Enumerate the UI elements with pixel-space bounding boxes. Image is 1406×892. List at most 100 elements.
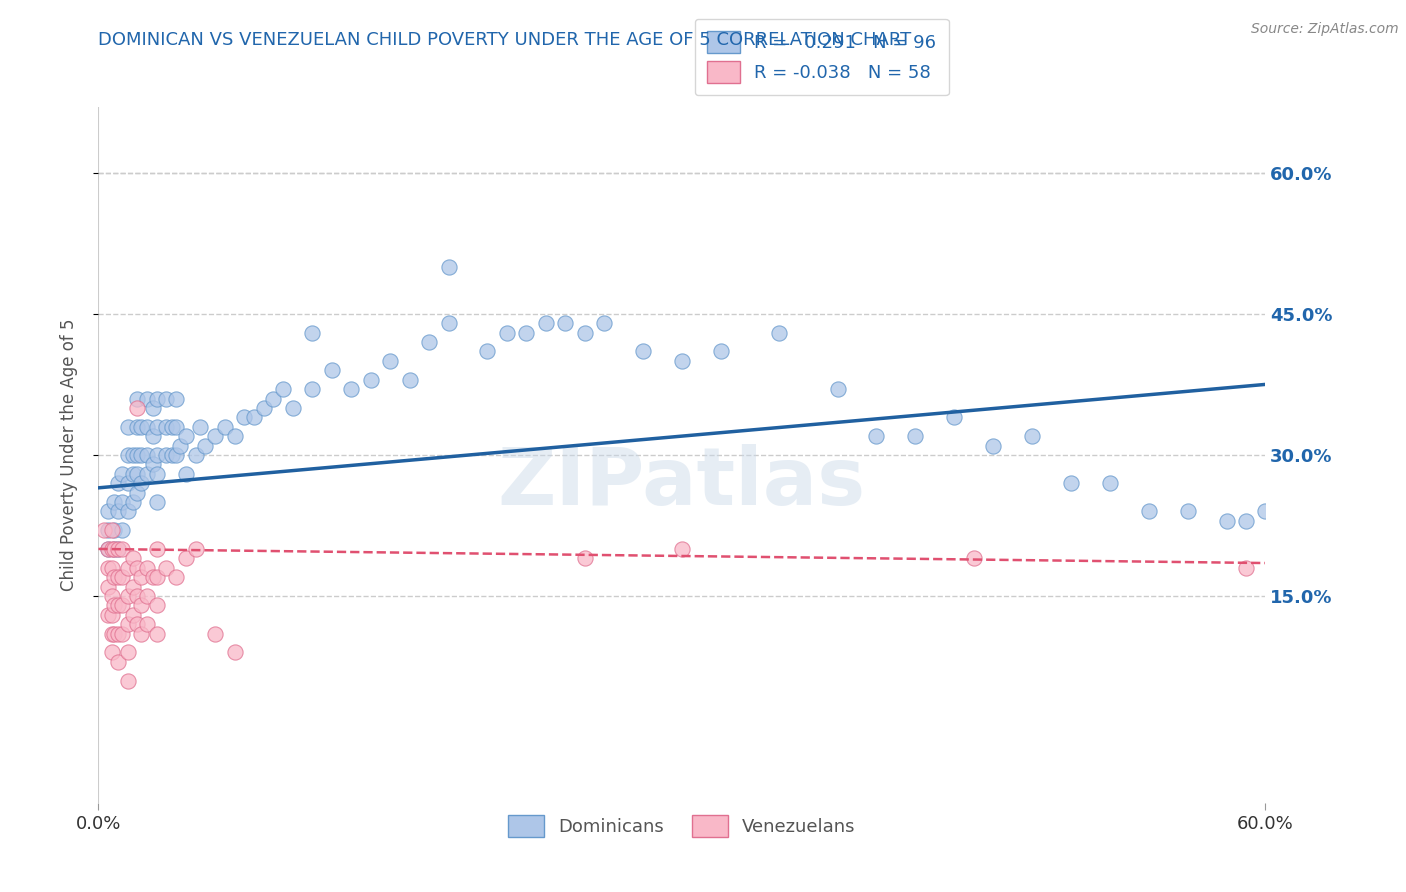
Point — [1234, 514, 1257, 528]
Point — [631, 344, 654, 359]
Legend: Dominicans, Venezuelans: Dominicans, Venezuelans — [499, 805, 865, 846]
Point — [111, 495, 134, 509]
Point — [103, 495, 125, 509]
Point — [97, 523, 120, 537]
Point — [574, 551, 596, 566]
Text: Source: ZipAtlas.com: Source: ZipAtlas.com — [1251, 22, 1399, 37]
Point — [122, 467, 145, 481]
Point — [136, 560, 159, 574]
Point — [101, 560, 124, 574]
Point — [146, 599, 169, 613]
Point — [184, 541, 207, 556]
Point — [155, 560, 177, 574]
Point — [155, 419, 177, 434]
Point — [515, 326, 537, 340]
Point — [155, 448, 177, 462]
Point — [107, 541, 129, 556]
Point — [165, 419, 187, 434]
Point — [127, 392, 149, 406]
Point — [129, 476, 152, 491]
Point — [117, 419, 139, 434]
Point — [129, 570, 152, 584]
Text: ZIPatlas: ZIPatlas — [498, 443, 866, 522]
Point — [142, 429, 165, 443]
Point — [107, 541, 129, 556]
Point — [136, 467, 159, 481]
Point — [122, 448, 145, 462]
Point — [174, 429, 197, 443]
Point — [103, 599, 125, 613]
Point — [103, 570, 125, 584]
Point — [437, 260, 460, 274]
Point — [142, 401, 165, 415]
Point — [146, 419, 169, 434]
Point — [93, 523, 115, 537]
Point — [122, 607, 145, 622]
Point — [127, 589, 149, 603]
Point — [174, 551, 197, 566]
Point — [107, 570, 129, 584]
Point — [97, 541, 120, 556]
Point — [710, 344, 733, 359]
Point — [1215, 514, 1237, 528]
Point — [174, 467, 197, 481]
Point — [127, 401, 149, 415]
Point — [962, 551, 984, 566]
Text: DOMINICAN VS VENEZUELAN CHILD POVERTY UNDER THE AGE OF 5 CORRELATION CHART: DOMINICAN VS VENEZUELAN CHILD POVERTY UN… — [98, 31, 911, 49]
Point — [117, 673, 139, 688]
Point — [169, 438, 191, 452]
Point — [101, 607, 124, 622]
Point — [97, 541, 120, 556]
Point — [1060, 476, 1083, 491]
Point — [233, 410, 256, 425]
Point — [155, 392, 177, 406]
Point — [97, 504, 120, 518]
Point — [574, 326, 596, 340]
Point — [129, 626, 152, 640]
Point — [129, 419, 152, 434]
Point — [101, 589, 124, 603]
Point — [142, 458, 165, 472]
Point — [117, 476, 139, 491]
Point — [107, 504, 129, 518]
Point — [204, 429, 226, 443]
Point — [117, 645, 139, 659]
Point — [165, 570, 187, 584]
Point — [865, 429, 887, 443]
Point — [827, 382, 849, 396]
Point — [224, 645, 246, 659]
Point — [204, 626, 226, 640]
Point — [97, 607, 120, 622]
Point — [1254, 504, 1277, 518]
Point — [117, 504, 139, 518]
Point — [101, 541, 124, 556]
Point — [146, 541, 169, 556]
Point — [301, 326, 323, 340]
Point — [136, 617, 159, 632]
Point — [129, 448, 152, 462]
Point — [146, 467, 169, 481]
Point — [165, 448, 187, 462]
Point — [122, 580, 145, 594]
Point — [97, 560, 120, 574]
Point — [146, 392, 169, 406]
Point — [111, 523, 134, 537]
Point — [101, 645, 124, 659]
Point — [534, 316, 557, 330]
Point — [281, 401, 304, 415]
Point — [214, 419, 236, 434]
Point — [904, 429, 927, 443]
Point — [136, 419, 159, 434]
Point — [943, 410, 966, 425]
Point — [1098, 476, 1121, 491]
Point — [1021, 429, 1043, 443]
Y-axis label: Child Poverty Under the Age of 5: Child Poverty Under the Age of 5 — [59, 318, 77, 591]
Point — [127, 560, 149, 574]
Point — [768, 326, 790, 340]
Point — [437, 316, 460, 330]
Point — [243, 410, 266, 425]
Point — [554, 316, 576, 330]
Point — [593, 316, 616, 330]
Point — [127, 419, 149, 434]
Point — [136, 448, 159, 462]
